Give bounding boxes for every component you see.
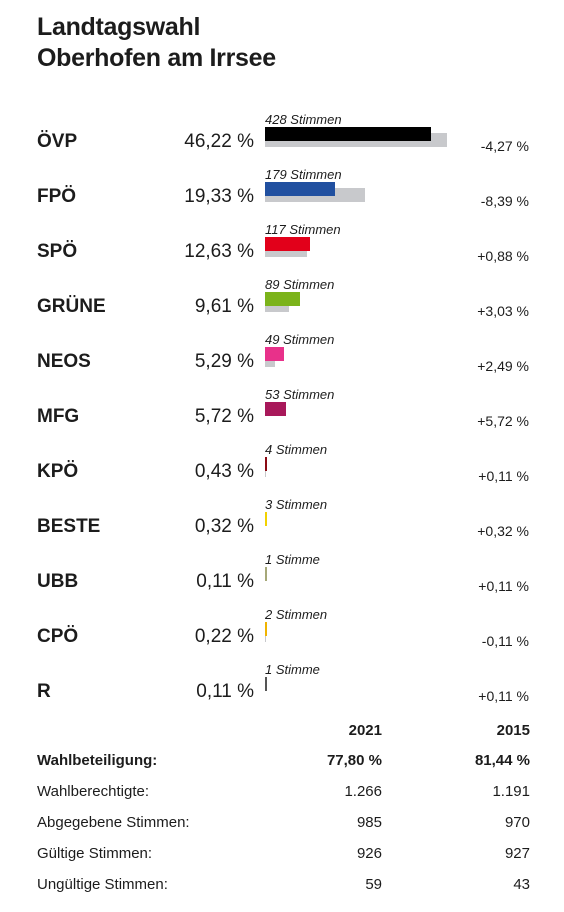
- votes-label: 2 Stimmen: [265, 607, 328, 622]
- votes-label: 3 Stimmen: [265, 497, 328, 512]
- party-name: GRÜNE: [37, 296, 106, 317]
- change-label: -4,27 %: [480, 138, 529, 154]
- change-label: +2,49 %: [477, 358, 529, 374]
- party-name: MFG: [37, 406, 80, 427]
- title-line-1: Landtagswahl: [37, 13, 201, 41]
- current-result-bar: [265, 347, 285, 361]
- stats-value-current: 1.266: [344, 783, 382, 800]
- votes-label: 179 Stimmen: [265, 167, 342, 182]
- party-percent: 0,32 %: [194, 516, 254, 537]
- party-name: ÖVP: [37, 131, 78, 152]
- party-row: ÖVP 46,22 % 428 Stimmen -4,27 %: [0, 112, 564, 182]
- party-percent: 9,61 %: [194, 296, 254, 317]
- votes-label: 4 Stimmen: [265, 442, 328, 457]
- party-row: BESTE 0,32 % 3 Stimmen +0,32 %: [0, 497, 564, 567]
- stats-value-current: 926: [356, 845, 382, 862]
- stats-value-previous: 81,44 %: [474, 752, 530, 769]
- party-row: FPÖ 19,33 % 179 Stimmen -8,39 %: [0, 167, 564, 237]
- stats-row-invalid: Ungültige Stimmen: 59 43: [0, 876, 564, 907]
- party-name: BESTE: [37, 516, 101, 537]
- current-result-bar: [265, 237, 311, 251]
- current-result-bar: [265, 182, 335, 196]
- stats-label: Abgegebene Stimmen:: [37, 814, 190, 831]
- title-line-2: Oberhofen am Irrsee: [37, 44, 276, 72]
- votes-label: 53 Stimmen: [265, 387, 335, 402]
- change-label: +5,72 %: [477, 413, 529, 429]
- current-result-bar: [265, 457, 267, 471]
- votes-label: 1 Stimme: [265, 662, 320, 677]
- stats-value-current: 985: [356, 814, 382, 831]
- party-row: UBB 0,11 % 1 Stimme +0,11 %: [0, 552, 564, 622]
- change-label: +3,03 %: [477, 303, 529, 319]
- chart-title: Landtagswahl Oberhofen am Irrsee: [37, 12, 276, 74]
- party-name: KPÖ: [37, 461, 79, 482]
- current-result-bar: [265, 677, 267, 691]
- current-result-bar: [265, 402, 286, 416]
- stats-value-previous: 43: [513, 876, 530, 893]
- change-label: -0,11 %: [481, 633, 529, 649]
- change-label: +0,32 %: [477, 523, 529, 539]
- party-name: FPÖ: [37, 186, 77, 207]
- stats-value-current: 59: [365, 876, 382, 893]
- party-percent: 0,22 %: [194, 626, 254, 647]
- current-result-bar: [265, 127, 432, 141]
- party-row: NEOS 5,29 % 49 Stimmen +2,49 %: [0, 332, 564, 402]
- party-row: MFG 5,72 % 53 Stimmen +5,72 %: [0, 387, 564, 457]
- change-label: +0,11 %: [478, 688, 529, 704]
- party-percent: 0,43 %: [194, 461, 254, 482]
- stats-value-previous: 1.191: [492, 783, 530, 800]
- party-percent: 5,29 %: [194, 351, 254, 372]
- year-current-header: 2021: [348, 722, 382, 739]
- change-label: +0,88 %: [477, 248, 529, 264]
- current-result-bar: [265, 622, 267, 636]
- votes-label: 1 Stimme: [265, 552, 320, 567]
- stats-label: Wahlbeteiligung:: [37, 752, 158, 769]
- stats-value-previous: 927: [504, 845, 530, 862]
- votes-label: 89 Stimmen: [265, 277, 335, 292]
- stats-label: Ungültige Stimmen:: [37, 876, 168, 893]
- stats-label: Gültige Stimmen:: [37, 845, 153, 862]
- stats-row-valid: Gültige Stimmen: 926 927: [0, 845, 564, 876]
- party-row: SPÖ 12,63 % 117 Stimmen +0,88 %: [0, 222, 564, 292]
- party-row: KPÖ 0,43 % 4 Stimmen +0,11 %: [0, 442, 564, 512]
- stats-value-previous: 970: [504, 814, 530, 831]
- party-percent: 0,11 %: [196, 681, 254, 702]
- party-percent: 19,33 %: [184, 186, 254, 207]
- party-name: SPÖ: [37, 241, 78, 262]
- votes-label: 117 Stimmen: [265, 222, 341, 237]
- stats-label: Wahlberechtigte:: [37, 783, 150, 800]
- party-name: R: [37, 681, 51, 702]
- stats-row-turnout: Wahlbeteiligung: 77,80 % 81,44 %: [0, 752, 564, 783]
- stats-header-row: 2021 2015: [0, 718, 564, 742]
- votes-label: 49 Stimmen: [265, 332, 335, 347]
- party-percent: 46,22 %: [184, 131, 254, 152]
- change-label: +0,11 %: [478, 578, 529, 594]
- party-percent: 12,63 %: [184, 241, 254, 262]
- party-name: NEOS: [37, 351, 91, 372]
- party-percent: 0,11 %: [196, 571, 254, 592]
- current-result-bar: [265, 567, 267, 581]
- party-row: CPÖ 0,22 % 2 Stimmen -0,11 %: [0, 607, 564, 677]
- change-label: -8,39 %: [480, 193, 529, 209]
- change-label: +0,11 %: [478, 468, 529, 484]
- stats-row-cast: Abgegebene Stimmen: 985 970: [0, 814, 564, 845]
- party-row: GRÜNE 9,61 % 89 Stimmen +3,03 %: [0, 277, 564, 347]
- votes-label: 428 Stimmen: [265, 112, 342, 127]
- current-result-bar: [265, 292, 300, 306]
- stats-value-current: 77,80 %: [326, 752, 382, 769]
- year-previous-header: 2015: [496, 722, 530, 739]
- party-percent: 5,72 %: [194, 406, 254, 427]
- party-name: UBB: [37, 571, 79, 592]
- party-row: R 0,11 % 1 Stimme +0,11 %: [0, 662, 564, 732]
- current-result-bar: [265, 512, 267, 526]
- party-name: CPÖ: [37, 626, 79, 647]
- stats-row-eligible: Wahlberechtigte: 1.266 1.191: [0, 783, 564, 814]
